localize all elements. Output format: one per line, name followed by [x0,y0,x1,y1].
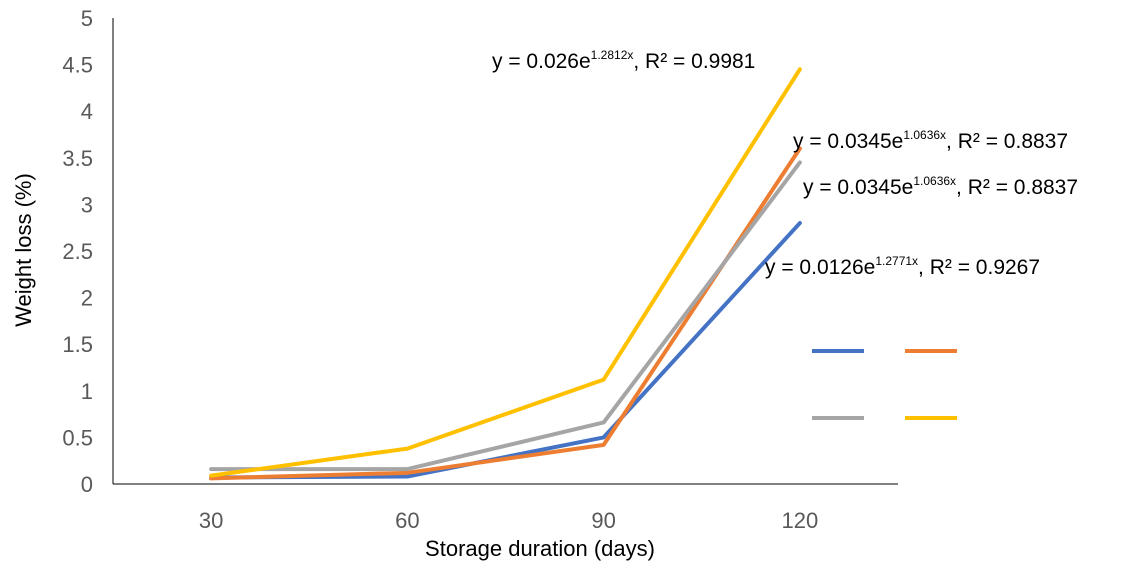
y-tick-label: 1.5 [62,332,93,357]
axes [112,18,898,485]
y-tick-label: 0.5 [62,425,93,450]
series-line-1 [209,221,802,480]
y-tick-label: 5 [81,6,93,31]
trendline-equation-3: y = 0.0345e1.0636x, R² = 0.8837 [803,174,1078,199]
equation-r-squared: , R² = 0.9267 [918,256,1040,279]
x-tick-labels: 30 60 90 120 [199,508,818,533]
equation-prefix: y = 0.0126e [765,256,875,279]
equation-exponent: 1.0636x [903,128,946,142]
series-line-3 [209,160,802,472]
equation-prefix: y = 0.0345e [803,176,913,199]
x-tick-label: 30 [199,508,223,533]
series-line-4 [209,67,802,478]
y-tick-label: 4 [81,99,93,124]
trendline-equations: y = 0.026e1.2812x, R² = 0.9981 y = 0.0345… [492,48,1078,279]
equation-exponent: 1.2812x [591,48,634,62]
x-tick-label: 90 [591,508,615,533]
y-tick-label: 0 [81,472,93,497]
y-tick-label: 3.5 [62,146,93,171]
equation-prefix: y = 0.026e [492,50,591,73]
y-tick-labels: 0 0.5 1 1.5 2 2.5 3 3.5 4 4.5 5 [62,6,93,497]
series-lines [209,67,802,481]
equation-r-squared: , R² = 0.8837 [946,130,1068,153]
x-axis-title: Storage duration (days) [425,536,655,561]
equation-r-squared: , R² = 0.9981 [633,50,755,73]
trendline-equation-2: y = 0.0345e1.0636x, R² = 0.8837 [793,128,1068,153]
trendline-equation-1: y = 0.026e1.2812x, R² = 0.9981 [492,48,755,73]
y-tick-label: 2 [81,286,93,311]
equation-prefix: y = 0.0345e [793,130,903,153]
legend [812,349,957,420]
y-axis-title: Weight loss (%) [11,173,36,327]
x-tick-label: 60 [395,508,419,533]
series-line-2 [209,146,802,481]
y-tick-label: 2.5 [62,239,93,264]
y-tick-label: 3 [81,192,93,217]
equation-exponent: 1.0636x [913,174,956,188]
trendline-equation-4: y = 0.0126e1.2771x, R² = 0.9267 [765,254,1040,279]
y-tick-label: 4.5 [62,53,93,78]
equation-r-squared: , R² = 0.8837 [956,176,1078,199]
x-tick-label: 120 [782,508,819,533]
y-tick-label: 1 [81,379,93,404]
equation-exponent: 1.2771x [875,254,918,268]
